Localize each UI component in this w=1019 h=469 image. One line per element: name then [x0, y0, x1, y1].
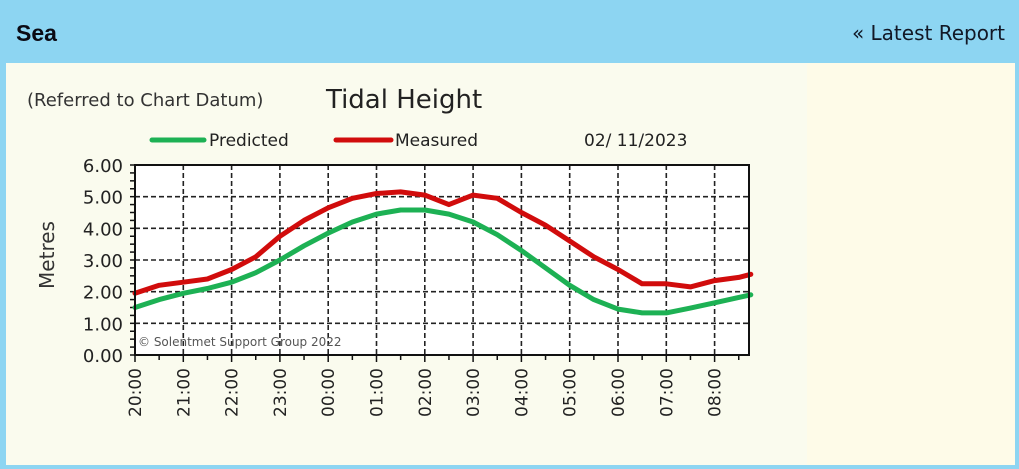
panel-title: Sea: [16, 20, 57, 46]
y-axis: 0.00 1.00 2.00 3.00 4.00 5.00 6.00: [83, 156, 135, 367]
grid: [135, 165, 749, 355]
tidal-height-chart: (Referred to Chart Datum) Tidal Height P…: [6, 63, 807, 465]
panel-header: Sea « Latest Report: [6, 3, 1015, 63]
y-tick-label: 6.00: [83, 156, 123, 177]
chart-title: Tidal Height: [325, 85, 482, 115]
x-tick-label: 08:00: [706, 368, 726, 417]
sea-panel: Sea « Latest Report (Referred to Chart D…: [6, 3, 1015, 465]
legend-predicted-label: Predicted: [209, 131, 289, 151]
y-tick-label: 5.00: [83, 188, 123, 209]
x-tick-label: 07:00: [657, 368, 677, 417]
legend-measured-label: Measured: [395, 131, 478, 151]
y-tick-label: 3.00: [83, 251, 123, 272]
x-tick-label: 06:00: [609, 368, 629, 417]
copyright-annotation: © Solentmet Support Group 2022: [138, 335, 342, 349]
x-tick-label: 22:00: [223, 368, 243, 417]
y-tick-label: 2.00: [83, 283, 123, 304]
x-tick-label: 21:00: [174, 368, 194, 417]
plot-frame: [134, 164, 750, 356]
legend: Predicted Measured 02/ 11/2023: [149, 131, 687, 151]
y-tick-label: 4.00: [83, 219, 123, 240]
x-tick-label: 01:00: [368, 368, 388, 417]
x-tick-label: 20:00: [126, 368, 146, 417]
chart-date: 02/ 11/2023: [584, 131, 687, 151]
measured-series-line: [132, 189, 754, 296]
predicted-series-line: [132, 207, 754, 316]
x-tick-label: 00:00: [319, 368, 339, 417]
x-tick-label: 05:00: [561, 368, 581, 417]
x-tick-label: 04:00: [512, 368, 532, 417]
y-tick-label: 0.00: [83, 346, 123, 367]
x-tick-label: 23:00: [271, 368, 291, 417]
chart-svg: (Referred to Chart Datum) Tidal Height P…: [27, 85, 754, 417]
y-axis-label: Metres: [35, 221, 59, 289]
chart-subtitle: (Referred to Chart Datum): [27, 90, 263, 111]
y-tick-label: 1.00: [83, 314, 123, 335]
x-tick-label: 02:00: [416, 368, 436, 417]
latest-report-link[interactable]: « Latest Report: [851, 21, 1005, 45]
x-axis: 20:00 21:00 22:00 23:00 00:00 01:00 02:00 03:00…: [126, 355, 740, 417]
x-tick-label: 03:00: [464, 368, 484, 417]
